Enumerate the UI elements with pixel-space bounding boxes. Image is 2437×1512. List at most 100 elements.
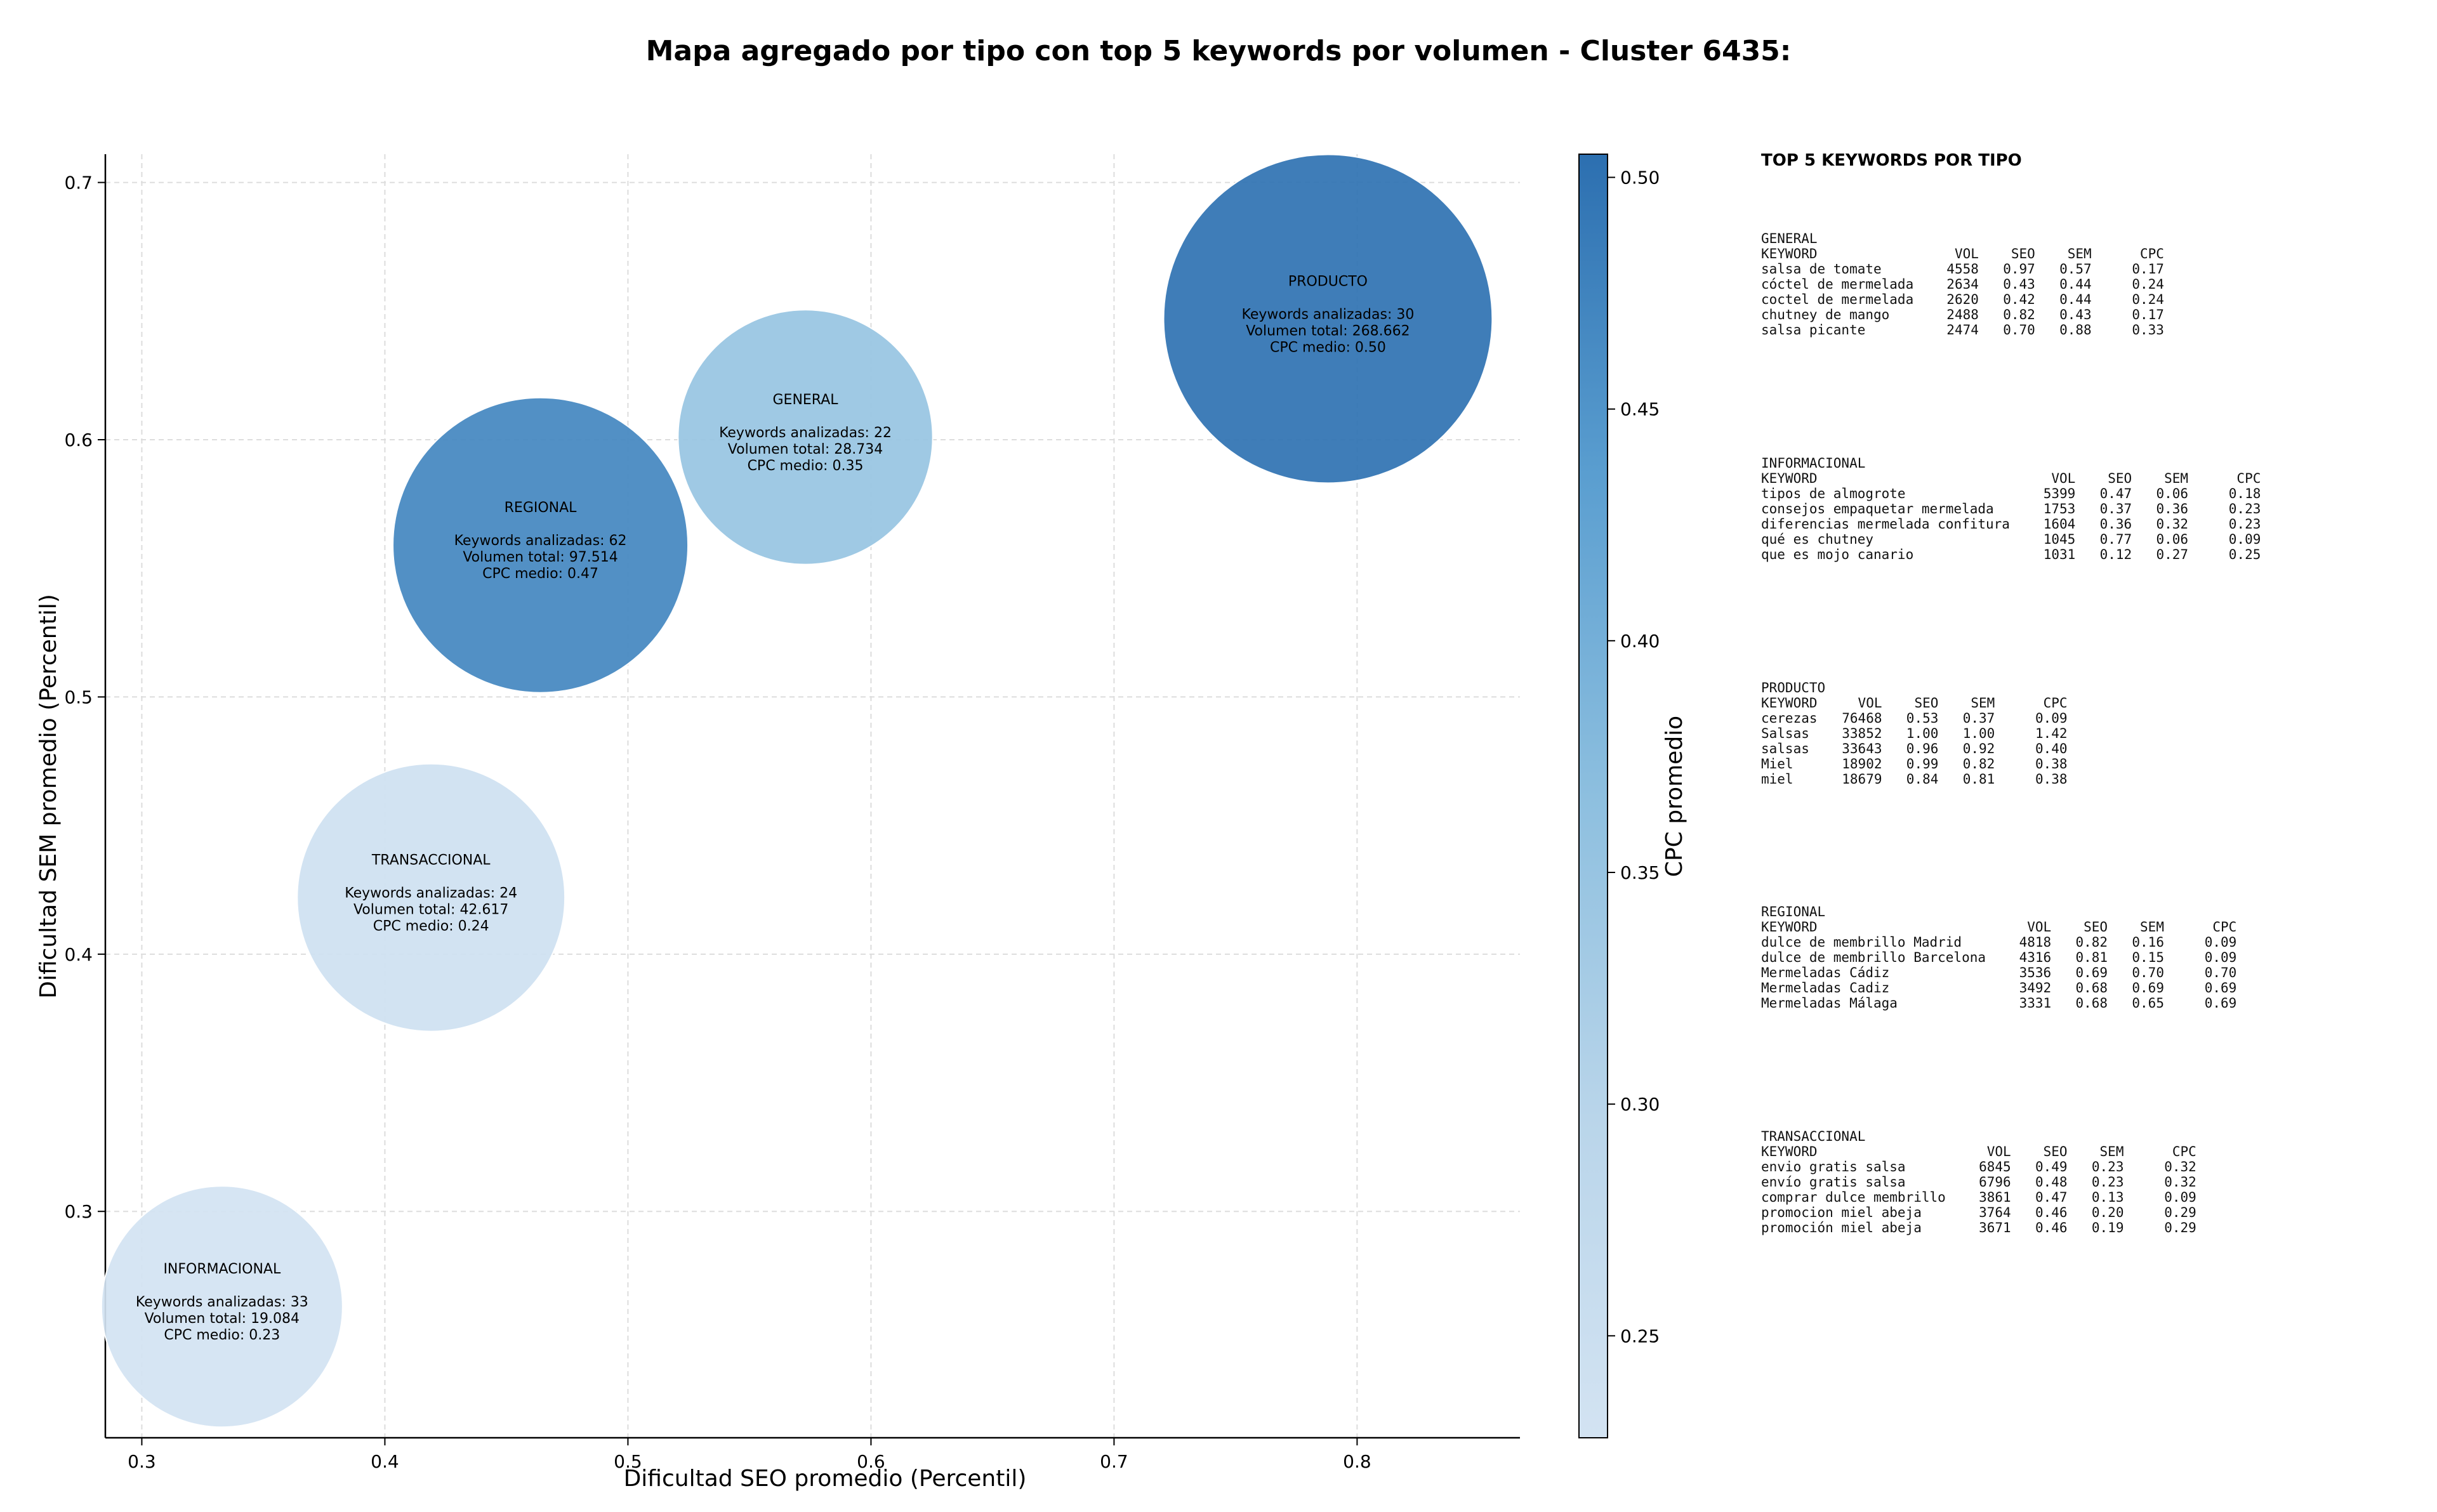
cell-seo: 0.77: [2099, 532, 2132, 547]
table-row: diferencias mermelada confitura 1604 0.36 0…: [1761, 516, 2261, 532]
table-row: cóctel de mermelada 2634 0.43 0.44 0.24: [1761, 277, 2164, 292]
bubble-general-text-1: Volumen total: 28.734: [728, 442, 883, 457]
colorbar: 0.25 0.30 0.35 0.40 0.45 0.50: [1578, 154, 1660, 1438]
cell-keyword: promoción miel abeja: [1761, 1220, 1922, 1235]
cell-vol: 1753: [2043, 501, 2076, 516]
table-group-name: INFORMACIONAL: [1761, 456, 1866, 471]
cell-cpc: 0.24: [2132, 277, 2164, 292]
colorbar-gradient: [1578, 154, 1608, 1438]
cell-vol: 3861: [1979, 1190, 2011, 1205]
table-header: KEYWORD VOL SEO SEM CPC: [1761, 1144, 2196, 1159]
cell-keyword: qué es chutney: [1761, 532, 1874, 547]
bubble-transaccional: [296, 763, 566, 1032]
table-row: Mermeladas Cadiz 3492 0.68 0.69 0.69: [1761, 980, 2236, 996]
cell-keyword: Miel: [1761, 756, 1793, 772]
cell-seo: SEO: [2043, 1144, 2068, 1159]
cell-sem: 0.27: [2156, 547, 2189, 562]
cell-seo: 0.81: [2075, 950, 2108, 965]
cell-seo: 0.69: [2075, 965, 2108, 980]
cell-sem: SEM: [1971, 695, 1995, 711]
bubble-regional-name: REGIONAL: [505, 500, 578, 516]
cell-seo: 0.70: [2003, 322, 2035, 338]
cell-keyword: comprar dulce membrillo: [1761, 1190, 1946, 1205]
cell-keyword: Mermeladas Cádiz: [1761, 965, 1890, 980]
cell-keyword: envio gratis salsa: [1761, 1159, 1906, 1174]
bubble-regional-text-1: Volumen total: 97.514: [463, 549, 618, 565]
bubble-informacional: [100, 1185, 343, 1428]
cell-keyword: chutney de mango: [1761, 307, 1890, 322]
cell-vol: 2620: [1946, 292, 1979, 307]
table-row: que es mojo canario 1031 0.12 0.27 0.25: [1761, 547, 2261, 562]
x-axis-label: Dificultad SEO promedio (Percentil): [624, 1466, 1027, 1492]
cell-sem: 0.70: [2132, 965, 2164, 980]
bubble-producto-text-1: Volumen total: 268.662: [1246, 323, 1410, 339]
table-header: KEYWORD VOL SEO SEM CPC: [1761, 471, 2261, 486]
cell-cpc: 0.09: [2228, 532, 2261, 547]
cell-seo: 0.48: [2035, 1174, 2068, 1190]
cell-cpc: 0.18: [2228, 486, 2261, 501]
cell-cpc: 0.33: [2132, 322, 2164, 338]
bubble-informacional-text-2: CPC medio: 0.23: [164, 1327, 280, 1343]
cell-keyword: Salsas: [1761, 726, 1809, 741]
table-row: miel 18679 0.84 0.81 0.38: [1761, 772, 2068, 787]
table-header: KEYWORD VOL SEO SEM CPC: [1761, 919, 2236, 935]
bubble-general-name: GENERAL: [773, 392, 839, 408]
cell-vol: 76468: [1842, 711, 1882, 726]
bubble-producto: [1163, 154, 1493, 484]
cell-sem: 0.57: [2059, 261, 2092, 277]
bubble-producto-name: PRODUCTO: [1288, 273, 1368, 289]
cell-keyword: dulce de membrillo Barcelona: [1761, 950, 1986, 965]
bubble-producto-text-2: CPC medio: 0.50: [1270, 339, 1386, 355]
table-transaccional: TRANSACCIONAL KEYWORD VOL SEO SEM CPC envio gr…: [1761, 1129, 2196, 1235]
bubble-transaccional-text-1: Volumen total: 42.617: [353, 902, 508, 918]
cell-vol: 6796: [1979, 1174, 2011, 1190]
table-regional: REGIONAL KEYWORD VOL SEO SEM CPC dulce de memb…: [1761, 904, 2236, 1011]
cell-keyword: salsa picante: [1761, 322, 1866, 338]
cell-cpc: 0.38: [2035, 756, 2068, 772]
table-header: KEYWORD VOL SEO SEM CPC: [1761, 246, 2164, 261]
cell-seo: 0.68: [2075, 980, 2108, 996]
cell-vol: 3671: [1979, 1220, 2011, 1235]
cell-vol: 6845: [1979, 1159, 2011, 1174]
cell-seo: SEO: [2084, 919, 2108, 935]
table-general: GENERAL KEYWORD VOL SEO SEM CPC salsa de tomat…: [1761, 231, 2164, 338]
colorbar-label: CPC promedio: [1661, 716, 1687, 877]
cell-cpc: 0.09: [2164, 1190, 2196, 1205]
table-row: promocion miel abeja 3764 0.46 0.20 0.29: [1761, 1205, 2196, 1220]
cell-vol: 1031: [2043, 547, 2076, 562]
cell-vol: 4316: [2019, 950, 2052, 965]
table-row: envío gratis salsa 6796 0.48 0.23 0.32: [1761, 1174, 2196, 1190]
cell-sem: 0.06: [2156, 532, 2189, 547]
cell-vol: 2634: [1946, 277, 1979, 292]
cell-cpc: 0.23: [2228, 516, 2261, 532]
cell-keyword: promocion miel abeja: [1761, 1205, 1922, 1220]
cell-seo: 0.36: [2099, 516, 2132, 532]
cell-sem: 0.20: [2091, 1205, 2124, 1220]
cell-vol: 3536: [2019, 965, 2052, 980]
cell-sem: 0.36: [2156, 501, 2189, 516]
cell-vol: 18902: [1842, 756, 1882, 772]
cell-keyword: cóctel de mermelada: [1761, 277, 1914, 292]
cell-keyword: tipos de almogrote: [1761, 486, 1906, 501]
bubble-transaccional-name: TRANSACCIONAL: [371, 853, 491, 869]
cell-keyword: KEYWORD: [1761, 919, 1818, 935]
colorbar-tick-label-2: 0.35: [1620, 862, 1660, 883]
cell-cpc: 0.69: [2204, 996, 2237, 1011]
bubble-transaccional-text-2: CPC medio: 0.24: [373, 919, 489, 935]
cell-vol: 1604: [2043, 516, 2076, 532]
y-tick-label-4: 0.7: [64, 173, 93, 194]
bubble-producto-text-0: Keywords analizadas: 30: [1241, 306, 1414, 322]
cell-vol: 5399: [2043, 486, 2076, 501]
cell-cpc: 1.42: [2035, 726, 2068, 741]
axes: 0.3 0.4 0.5 0.6 0.7 0.8 0.3 0.4 0.5 0.6 0.7: [64, 154, 1520, 1472]
cell-seo: 0.49: [2035, 1159, 2068, 1174]
cell-cpc: 0.09: [2035, 711, 2068, 726]
cell-cpc: 0.23: [2228, 501, 2261, 516]
cell-sem: 0.44: [2059, 277, 2092, 292]
cell-cpc: 0.70: [2204, 965, 2237, 980]
cell-keyword: KEYWORD: [1761, 695, 1818, 711]
cell-keyword: KEYWORD: [1761, 246, 1818, 261]
cell-keyword: envío gratis salsa: [1761, 1174, 1906, 1190]
table-row: Salsas 33852 1.00 1.00 1.42: [1761, 726, 2068, 741]
colorbar-tick-label-1: 0.30: [1620, 1094, 1660, 1115]
